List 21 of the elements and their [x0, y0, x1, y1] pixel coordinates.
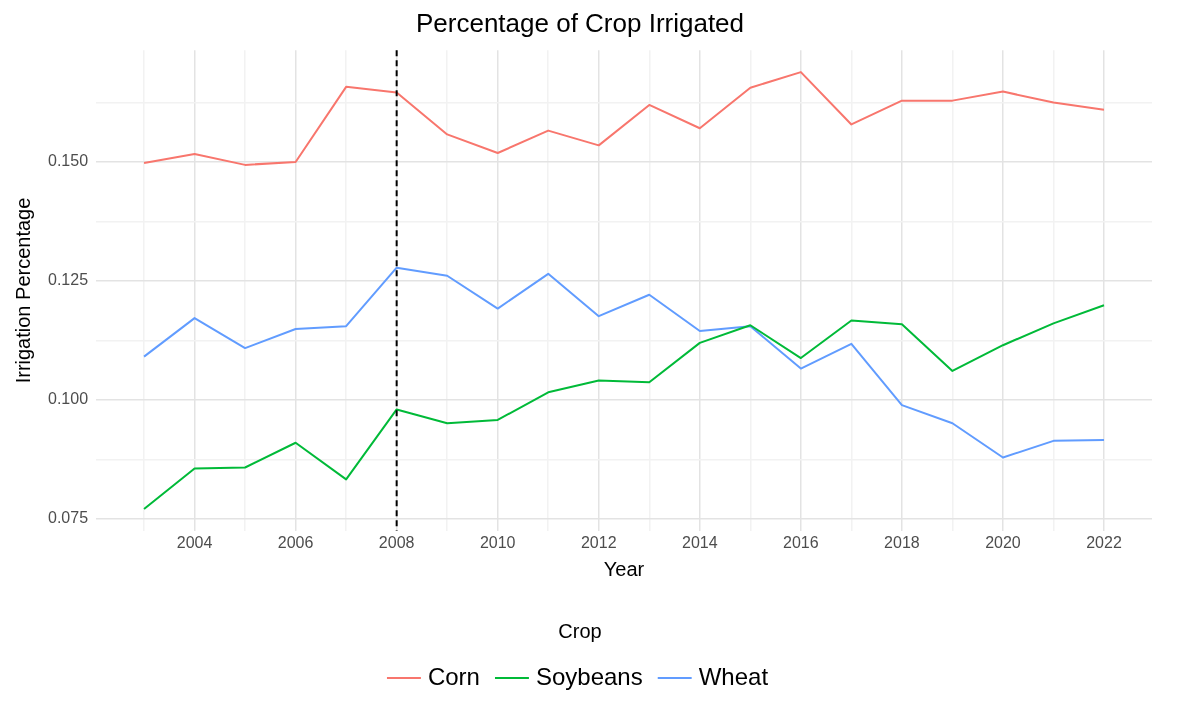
legend-label: Wheat — [698, 662, 769, 690]
x-tick-label: 2010 — [479, 533, 516, 551]
legend-label: Corn — [427, 662, 480, 690]
y-tick-label: 0.125 — [47, 271, 89, 289]
x-tick-label: 2022 — [1086, 533, 1122, 551]
legend-label: Soybeans — [535, 662, 643, 690]
x-tick-label: 2012 — [580, 533, 617, 551]
y-tick-label: 0.150 — [47, 152, 89, 170]
x-tick-label: 2008 — [378, 533, 415, 551]
x-tick-label: 2016 — [783, 533, 819, 551]
chart-title: Percentage of Crop Irrigated — [415, 7, 745, 38]
x-tick-label: 2020 — [985, 533, 1021, 551]
x-tick-label: 2018 — [884, 533, 920, 551]
x-tick-label: 2006 — [277, 533, 314, 551]
x-tick-label: 2014 — [682, 533, 718, 551]
legend-title: Crop — [558, 619, 602, 642]
y-tick-label: 0.075 — [47, 509, 89, 527]
x-axis-title: Year — [603, 557, 645, 580]
y-axis-title: Irrigation Percentage — [11, 197, 34, 384]
y-tick-label: 0.100 — [47, 390, 89, 408]
x-tick-label: 2004 — [176, 533, 213, 551]
